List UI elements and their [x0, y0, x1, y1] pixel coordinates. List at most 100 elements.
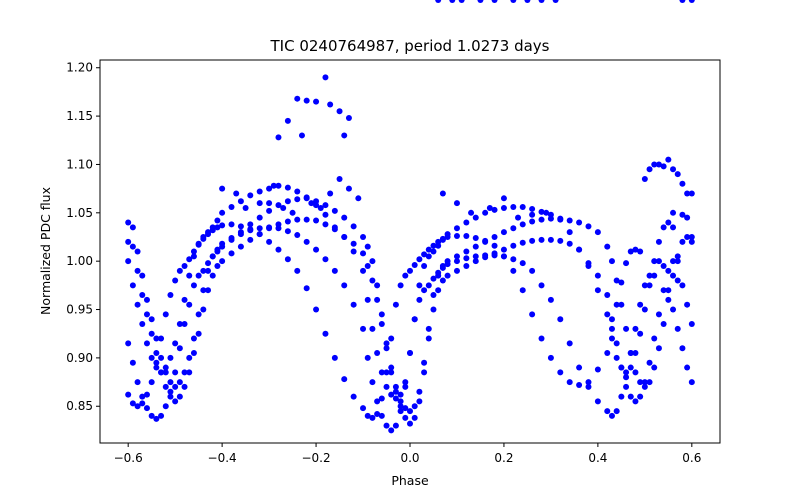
data-point-158 — [594, 272, 601, 279]
data-point-426 — [604, 350, 611, 357]
data-point-233 — [463, 219, 470, 226]
data-point-335 — [585, 383, 592, 390]
y-axis-label: Normalized PDC flux — [38, 187, 53, 315]
data-point-168 — [646, 359, 653, 366]
x-tick-label: −0.6 — [114, 451, 143, 465]
x-tick-label: 0.2 — [494, 451, 513, 465]
data-point-352 — [674, 325, 681, 332]
data-point-169 — [651, 335, 658, 342]
data-point-23 — [247, 221, 254, 228]
data-point-200 — [237, 198, 244, 205]
data-point-474 — [477, 0, 484, 3]
data-points — [125, 0, 695, 434]
data-point-180 — [134, 301, 141, 308]
data-point-401 — [407, 267, 413, 274]
data-point-102 — [186, 369, 193, 376]
data-point-439 — [665, 156, 672, 163]
data-point-354 — [684, 364, 691, 371]
data-point-176 — [684, 214, 691, 221]
data-point-431 — [627, 248, 634, 255]
data-point-116 — [284, 218, 291, 225]
data-point-487 — [284, 117, 291, 124]
x-tick-label: 0.6 — [682, 451, 701, 465]
data-point-309 — [392, 422, 399, 429]
x-axis: −0.6 −0.4 −0.2 0.0 0.2 0.4 0.6 — [114, 443, 701, 465]
data-point-135 — [411, 414, 418, 421]
data-point-226 — [421, 263, 428, 270]
data-point-243 — [557, 216, 564, 223]
data-point-74 — [623, 325, 630, 332]
data-point-380 — [256, 231, 263, 238]
data-point-212 — [350, 248, 357, 255]
data-point-175 — [679, 211, 686, 218]
x-tick-label: 0.4 — [588, 451, 607, 465]
data-point-286 — [214, 246, 221, 253]
data-point-266 — [688, 321, 695, 328]
data-point-288 — [228, 234, 235, 241]
data-point-211 — [341, 233, 348, 240]
data-point-42 — [392, 383, 399, 390]
data-point-397 — [388, 335, 395, 342]
data-point-486 — [345, 115, 352, 122]
data-point-379 — [247, 226, 254, 233]
data-point-215 — [369, 325, 376, 332]
data-point-457 — [219, 185, 226, 192]
data-point-249 — [608, 335, 615, 342]
data-point-125 — [364, 263, 371, 270]
data-point-256 — [641, 306, 648, 313]
data-point-25 — [266, 207, 273, 214]
data-point-464 — [500, 195, 507, 202]
data-point-14 — [190, 335, 197, 342]
data-point-483 — [322, 74, 329, 81]
data-point-110 — [228, 250, 235, 257]
data-point-295 — [294, 232, 301, 239]
data-point-17 — [205, 267, 212, 274]
data-point-274 — [158, 412, 165, 419]
data-point-453 — [345, 185, 352, 192]
data-point-255 — [637, 330, 644, 337]
y-tick-label: 1.15 — [66, 109, 93, 123]
data-point-479 — [552, 0, 559, 3]
data-point-263 — [674, 277, 681, 284]
data-point-112 — [247, 236, 254, 243]
data-point-292 — [266, 224, 273, 231]
data-point-139 — [430, 306, 437, 313]
data-point-262 — [670, 224, 677, 231]
data-point-31 — [322, 202, 329, 209]
data-point-462 — [468, 209, 475, 216]
data-point-208 — [313, 202, 320, 209]
data-point-311 — [402, 383, 409, 390]
data-point-296 — [303, 238, 310, 245]
data-point-184 — [153, 364, 160, 371]
y-tick-label: 0.85 — [66, 399, 93, 413]
data-point-475 — [491, 0, 498, 3]
data-point-227 — [425, 253, 432, 260]
data-point-346 — [646, 272, 653, 279]
data-point-50 — [430, 292, 437, 299]
data-point-93 — [143, 311, 150, 318]
x-tick-label: −0.2 — [301, 451, 330, 465]
data-point-374 — [209, 227, 216, 234]
data-point-197 — [214, 217, 221, 224]
data-point-39 — [378, 311, 385, 318]
data-point-199 — [228, 204, 235, 211]
data-point-232 — [453, 225, 460, 232]
data-point-441 — [674, 171, 681, 178]
data-point-136 — [416, 398, 423, 405]
data-point-228 — [430, 248, 437, 255]
data-point-328 — [519, 260, 526, 267]
data-point-98 — [167, 393, 174, 400]
data-point-254 — [632, 350, 639, 357]
data-point-423 — [576, 381, 583, 388]
data-point-394 — [374, 410, 381, 417]
data-point-459 — [270, 182, 277, 189]
data-point-78 — [641, 383, 648, 390]
data-point-336 — [594, 398, 601, 405]
data-point-388 — [331, 354, 338, 361]
data-point-372 — [200, 235, 207, 242]
data-point-59 — [500, 229, 507, 236]
data-point-406 — [430, 242, 437, 249]
data-point-420 — [547, 354, 554, 361]
data-point-465 — [515, 214, 522, 221]
data-point-264 — [679, 282, 686, 289]
